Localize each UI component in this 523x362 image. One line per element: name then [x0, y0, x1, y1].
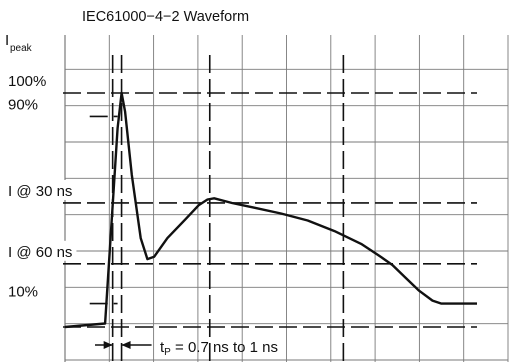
guide-lines — [63, 55, 477, 362]
chart-title: IEC61000−4−2 Waveform — [82, 9, 249, 25]
annotation-prefix: t — [160, 339, 165, 356]
annotation-arrow-right-head — [121, 341, 131, 349]
y-marker-label-background — [4, 70, 62, 90]
y-marker-label: 10% — [8, 284, 38, 301]
waveform-series — [64, 91, 477, 329]
annotation-arrow-left-head — [103, 341, 113, 349]
annotation-subscript: P — [164, 347, 171, 358]
y-marker-label-background — [4, 240, 77, 261]
y-marker-label: 100% — [8, 73, 46, 90]
y-marker-label: 90% — [8, 96, 38, 113]
y-marker-label-background — [4, 179, 77, 200]
y-axis-label: I — [5, 32, 9, 49]
y-axis-label-subscript: peak — [10, 43, 33, 54]
y-marker-label-background — [4, 280, 62, 301]
y-marker-label-background — [4, 93, 62, 114]
pulse-width-annotation: tP = 0.7 ns to 1 ns — [95, 339, 278, 358]
y-marker-labels: 100% 90% I @ 30 ns I @ 60 ns 10% — [4, 70, 77, 301]
y-marker-label: I @ 60 ns — [8, 244, 72, 261]
grid — [64, 35, 509, 362]
y-marker-label: I @ 30 ns — [8, 183, 72, 200]
annotation-text: tP = 0.7 ns to 1 ns — [160, 339, 278, 358]
waveform-line — [64, 91, 477, 329]
annotation-suffix: = 0.7 ns to 1 ns — [171, 339, 278, 356]
